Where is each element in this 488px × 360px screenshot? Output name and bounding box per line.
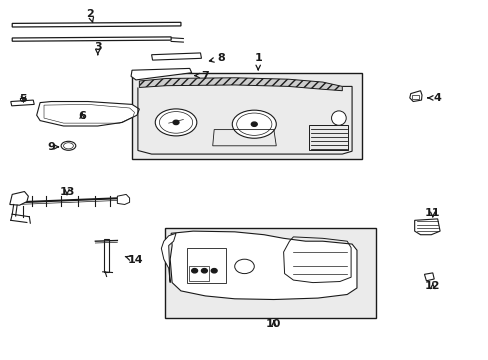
Circle shape	[211, 269, 217, 273]
Polygon shape	[131, 68, 191, 80]
Bar	[189, 266, 208, 281]
Text: 9: 9	[47, 142, 59, 152]
Bar	[308, 125, 347, 150]
Text: 8: 8	[209, 53, 224, 63]
Polygon shape	[117, 194, 129, 204]
Polygon shape	[414, 219, 439, 235]
Circle shape	[251, 122, 257, 126]
Bar	[104, 239, 109, 272]
Text: 13: 13	[59, 186, 75, 197]
Polygon shape	[12, 37, 171, 41]
Polygon shape	[11, 100, 34, 106]
Text: 3: 3	[94, 42, 102, 55]
Text: 10: 10	[265, 319, 281, 329]
Ellipse shape	[232, 110, 276, 138]
Polygon shape	[12, 22, 181, 27]
Ellipse shape	[331, 111, 346, 125]
Polygon shape	[37, 102, 139, 126]
Text: 12: 12	[424, 281, 440, 291]
Polygon shape	[424, 273, 433, 281]
Text: 7: 7	[195, 71, 209, 81]
Text: 5: 5	[20, 94, 27, 104]
Polygon shape	[139, 78, 342, 91]
Bar	[132, 73, 361, 159]
Text: 11: 11	[424, 208, 440, 218]
Circle shape	[191, 269, 197, 273]
Ellipse shape	[61, 141, 76, 150]
Bar	[186, 248, 225, 283]
Ellipse shape	[155, 109, 196, 136]
Text: 1: 1	[254, 53, 262, 70]
Bar	[411, 95, 418, 99]
Bar	[165, 228, 375, 318]
Text: 14: 14	[125, 255, 143, 265]
Polygon shape	[10, 192, 28, 205]
Text: 2: 2	[86, 9, 94, 22]
Polygon shape	[170, 231, 356, 300]
Polygon shape	[409, 91, 421, 102]
Text: 4: 4	[427, 93, 441, 103]
Text: 6: 6	[78, 111, 86, 121]
Polygon shape	[151, 53, 201, 60]
Circle shape	[201, 269, 207, 273]
Polygon shape	[161, 233, 176, 283]
Circle shape	[173, 120, 179, 125]
